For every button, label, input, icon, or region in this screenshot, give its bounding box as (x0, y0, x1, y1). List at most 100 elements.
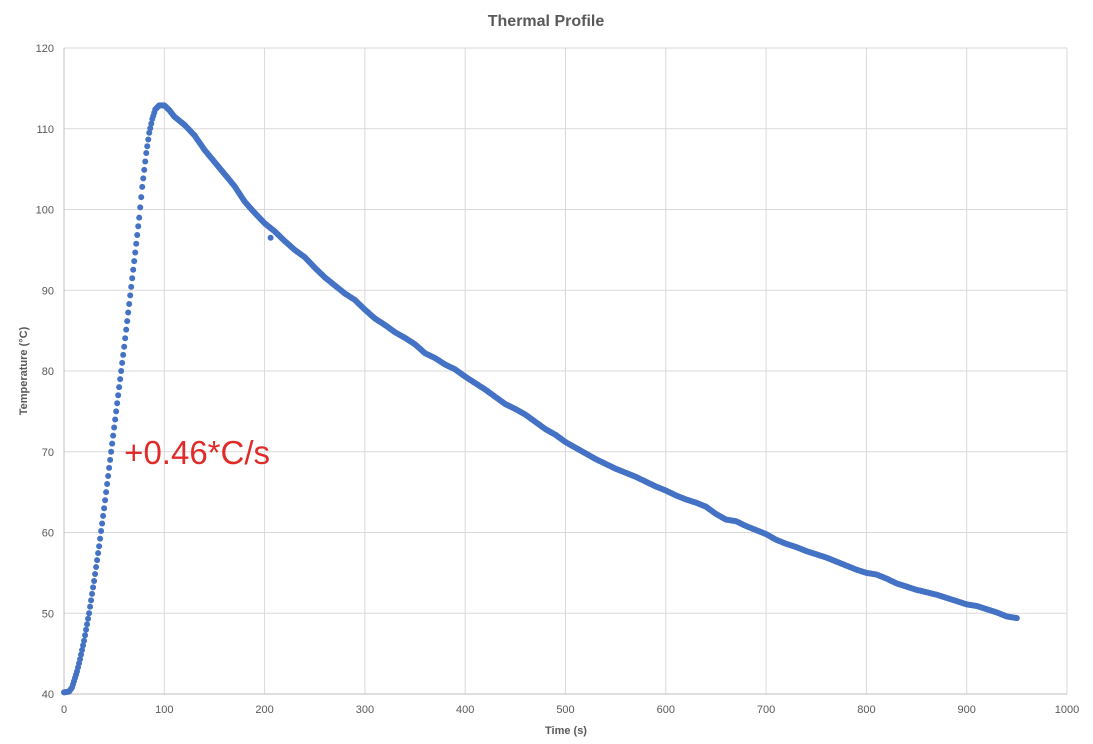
data-point (98, 528, 105, 535)
data-point (142, 158, 149, 165)
data-point (83, 626, 90, 633)
data-point (84, 621, 91, 628)
data-point (86, 610, 93, 617)
data-point (109, 440, 116, 447)
data-point (127, 292, 134, 299)
y-tick-label: 90 (42, 285, 54, 297)
data-point (97, 535, 104, 542)
x-tick-label: 400 (456, 704, 474, 716)
data-point (104, 481, 111, 488)
data-point (119, 359, 126, 366)
data-points (61, 102, 1020, 696)
data-point (79, 646, 86, 653)
data-point (130, 266, 137, 273)
data-point (131, 258, 138, 265)
data-point (123, 326, 130, 333)
data-point (106, 464, 113, 471)
x-tick-label: 0 (61, 704, 67, 716)
data-point (77, 656, 84, 663)
data-point (93, 564, 100, 571)
y-tick-label: 70 (42, 447, 54, 459)
y-axis-label: Temperature (°C) (18, 326, 30, 415)
data-point (146, 129, 153, 136)
y-tick-label: 80 (42, 366, 54, 378)
x-tick-label: 300 (356, 704, 374, 716)
data-point (103, 489, 110, 496)
data-point (128, 283, 135, 290)
data-point (113, 408, 120, 415)
data-point (95, 550, 102, 557)
data-point (114, 400, 121, 407)
y-tick-label: 120 (36, 43, 54, 55)
data-point (92, 571, 99, 578)
data-point (143, 149, 150, 156)
data-point (129, 275, 136, 282)
x-tick-label: 200 (255, 704, 273, 716)
data-point (124, 318, 131, 325)
data-point (134, 232, 141, 239)
data-point (147, 125, 154, 132)
data-point (81, 637, 88, 644)
data-point (89, 590, 96, 597)
rate-annotation: +0.46*C/s (124, 434, 270, 471)
data-point (137, 204, 144, 211)
y-tick-label: 40 (42, 689, 54, 701)
data-point (82, 632, 89, 639)
x-tick-label: 500 (556, 704, 574, 716)
data-point (99, 520, 106, 527)
x-axis-label: Time (s) (545, 725, 587, 737)
x-tick-label: 1000 (1055, 704, 1079, 716)
x-tick-label: 900 (958, 704, 976, 716)
y-tick-label: 60 (42, 528, 54, 540)
data-point (112, 416, 119, 423)
y-tick-label: 110 (36, 124, 54, 136)
data-point (85, 615, 92, 622)
data-point (148, 120, 155, 127)
data-point (126, 300, 133, 307)
data-point (102, 497, 109, 504)
data-point (105, 472, 112, 479)
data-point (141, 166, 148, 173)
chart-title: Thermal Profile (488, 13, 605, 30)
data-point (101, 505, 108, 512)
data-point (133, 240, 140, 247)
data-point (135, 223, 142, 230)
data-point (96, 543, 103, 550)
data-point (144, 143, 151, 150)
data-point (94, 557, 101, 564)
x-tick-label: 600 (657, 704, 675, 716)
data-point (120, 351, 127, 358)
data-point (115, 392, 122, 399)
data-point (88, 597, 95, 604)
data-point (100, 512, 107, 519)
data-point (145, 136, 152, 143)
data-point (117, 376, 124, 383)
data-point (132, 249, 139, 256)
x-tick-label: 800 (857, 704, 875, 716)
gridlines (64, 47, 1068, 694)
data-point (111, 424, 118, 431)
data-point (107, 456, 114, 463)
x-tick-label: 700 (757, 704, 775, 716)
data-point (90, 584, 97, 591)
axes (63, 48, 1067, 695)
data-point (118, 368, 125, 374)
data-point (87, 603, 94, 610)
data-point (91, 577, 98, 584)
tick-labels: 40 50 60 70 80 90 100 110 120 0 100 200 300 400 500 600… (36, 43, 1080, 716)
data-point (136, 214, 143, 221)
outlier-point (267, 234, 274, 241)
data-point (78, 651, 85, 658)
data-point (121, 343, 128, 350)
data-point (139, 183, 146, 190)
data-point (138, 194, 145, 201)
data-point (125, 309, 132, 316)
data-point (1013, 615, 1020, 622)
y-tick-label: 50 (42, 608, 54, 620)
data-point (80, 642, 87, 649)
data-point (116, 384, 123, 391)
x-tick-label: 100 (155, 704, 173, 716)
data-point (108, 448, 115, 455)
data-point (110, 432, 117, 439)
